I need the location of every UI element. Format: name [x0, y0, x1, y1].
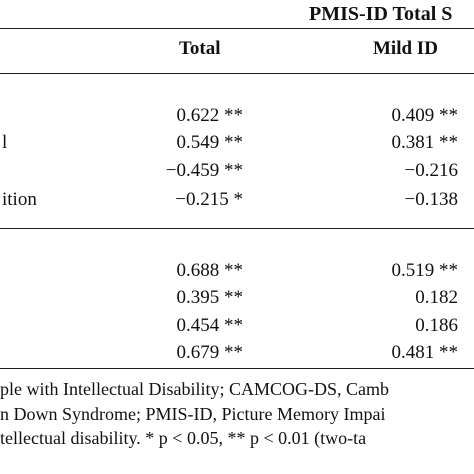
- section-divider-rule: [0, 228, 474, 229]
- footnote-line-2: n Down Syndrome; PMIS-ID, Picture Memory…: [0, 404, 386, 424]
- table-cell-total: 0.622 **: [176, 105, 244, 126]
- header-bottom-rule: [0, 73, 474, 74]
- table-cell-mild-id: 0.481 **: [391, 342, 459, 363]
- table-top-rule: [0, 28, 474, 29]
- group-header-title: PMIS-ID Total S: [309, 3, 453, 25]
- table-cell-total: 0.679 **: [176, 342, 244, 363]
- column-header-total: Total: [179, 38, 221, 59]
- table-cell-mild-id: 0.519 **: [391, 260, 459, 281]
- table-cell-total: −0.459 **: [165, 160, 243, 181]
- table-cell-total: 0.688 **: [176, 260, 244, 281]
- table-cell-mild-id: 0.381 **: [391, 132, 459, 153]
- table-row-label: ition: [2, 189, 37, 210]
- column-header-mild-id: Mild ID: [373, 38, 438, 59]
- table-cell-mild-id: 0.186: [415, 315, 458, 336]
- table-cell-total: −0.215 *: [175, 189, 243, 210]
- table-row-label: l: [2, 132, 8, 153]
- table-cell-mild-id: 0.409 **: [391, 105, 459, 126]
- table-cell-mild-id: 0.182: [415, 287, 458, 308]
- footnote-line-1: ple with Intellectual Disability; CAMCOG…: [0, 379, 389, 399]
- table-cell-total: 0.395 **: [176, 287, 244, 308]
- table-cell-total: 0.549 **: [176, 132, 244, 153]
- footnote-line-3: tellectual disability. * p < 0.05, ** p …: [0, 428, 367, 448]
- table-cell-mild-id: −0.138: [404, 189, 458, 210]
- table-cell-total: 0.454 **: [176, 315, 244, 336]
- table-cell-mild-id: −0.216: [404, 160, 458, 181]
- table-bottom-rule: [0, 368, 474, 369]
